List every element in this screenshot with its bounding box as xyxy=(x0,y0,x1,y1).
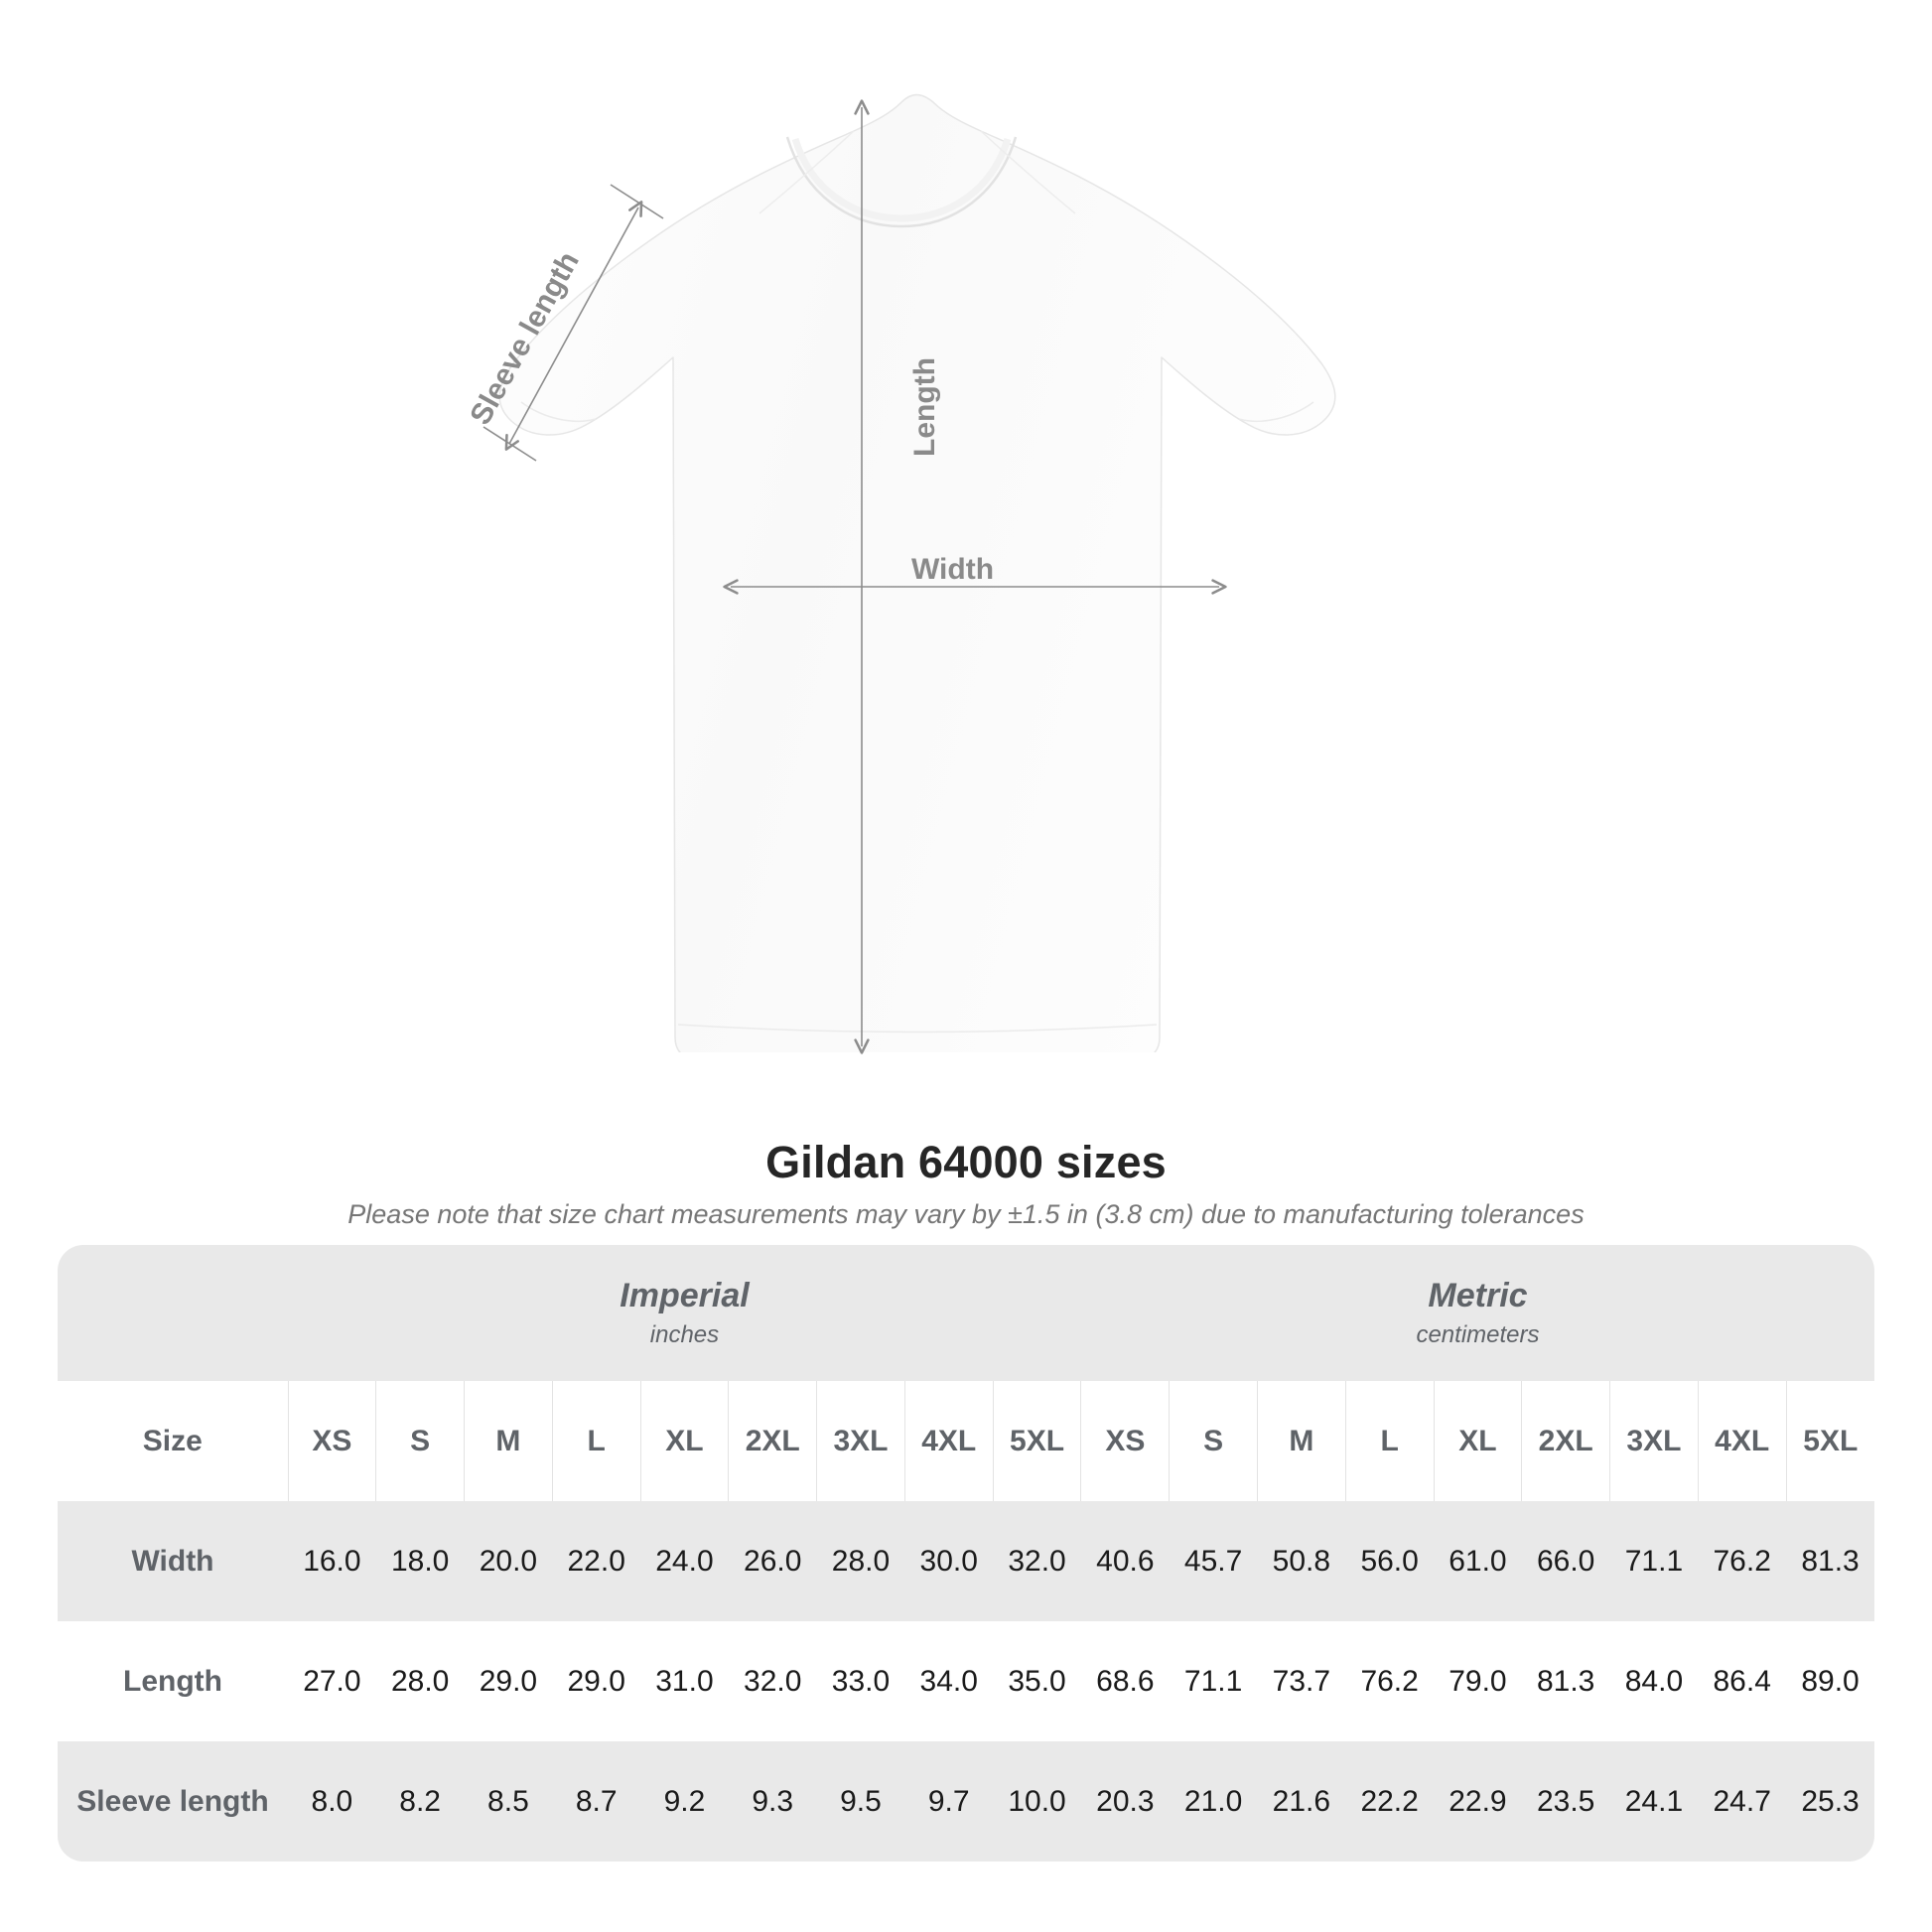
svg-text:Width: Width xyxy=(911,553,994,586)
svg-text:Length: Length xyxy=(908,357,941,457)
